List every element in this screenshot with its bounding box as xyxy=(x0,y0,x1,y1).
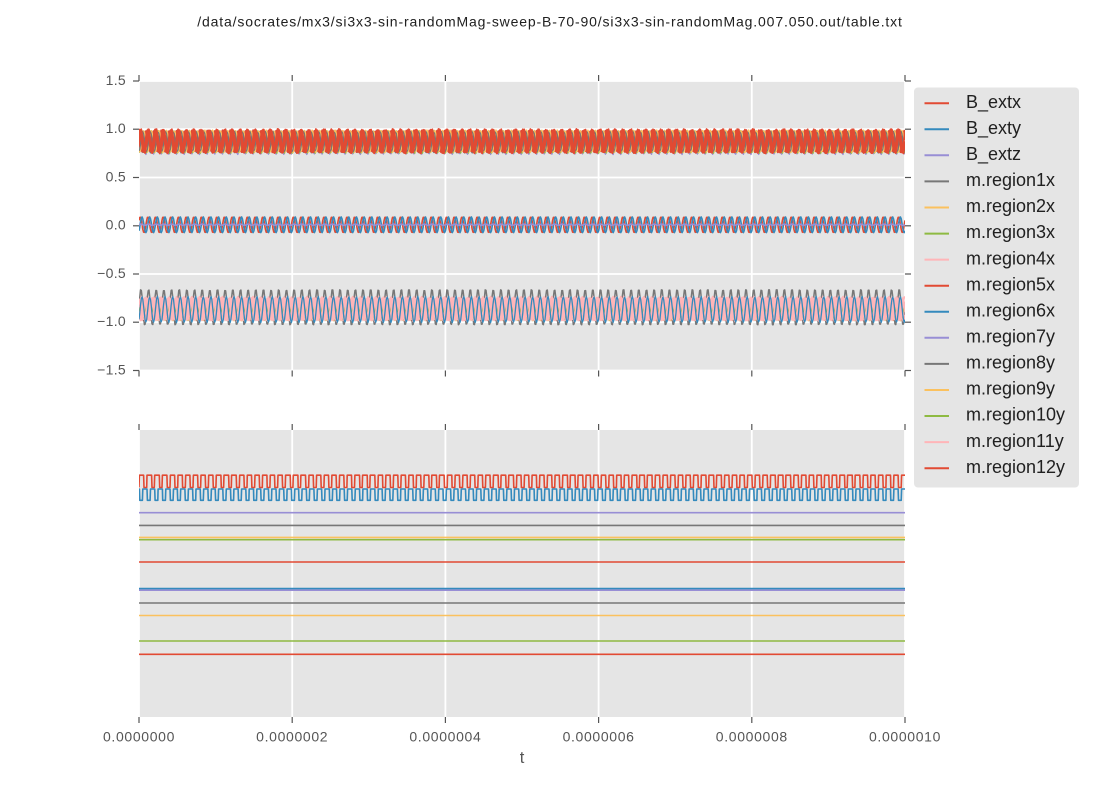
svg-text:m.region6x: m.region6x xyxy=(966,301,1055,321)
svg-text:0.0000004: 0.0000004 xyxy=(409,729,481,745)
svg-text:m.region1x: m.region1x xyxy=(966,170,1055,190)
svg-text:m.region5x: m.region5x xyxy=(966,274,1055,294)
svg-text:/data/socrates/mx3/si3x3-sin-r: /data/socrates/mx3/si3x3-sin-randomMag-s… xyxy=(197,14,903,30)
svg-text:0.0: 0.0 xyxy=(106,217,126,233)
svg-text:0.0000002: 0.0000002 xyxy=(256,729,328,745)
svg-text:m.region7y: m.region7y xyxy=(966,327,1055,347)
svg-text:−1.5: −1.5 xyxy=(97,361,126,377)
svg-text:m.region3x: m.region3x xyxy=(966,222,1055,242)
svg-text:1.0: 1.0 xyxy=(106,120,126,136)
svg-text:B_extx: B_extx xyxy=(966,92,1021,113)
svg-text:0.5: 0.5 xyxy=(106,168,126,184)
svg-text:1.5: 1.5 xyxy=(106,72,126,88)
svg-text:B_extz: B_extz xyxy=(966,144,1021,165)
svg-text:−1.0: −1.0 xyxy=(97,313,126,329)
svg-text:m.region2x: m.region2x xyxy=(966,196,1055,216)
svg-text:m.region11y: m.region11y xyxy=(966,431,1064,451)
svg-text:m.region10y: m.region10y xyxy=(966,405,1065,425)
svg-text:B_exty: B_exty xyxy=(966,118,1021,139)
svg-text:0.0000010: 0.0000010 xyxy=(869,729,941,745)
svg-text:m.region4x: m.region4x xyxy=(966,248,1055,268)
svg-text:−0.5: −0.5 xyxy=(97,265,126,281)
svg-text:0.0000008: 0.0000008 xyxy=(716,729,788,745)
svg-text:m.region9y: m.region9y xyxy=(966,379,1055,399)
svg-text:m.region8y: m.region8y xyxy=(966,353,1055,373)
svg-text:m.region12y: m.region12y xyxy=(966,457,1065,477)
svg-text:0.0000006: 0.0000006 xyxy=(563,729,635,745)
svg-text:t: t xyxy=(520,749,525,767)
svg-text:0.0000000: 0.0000000 xyxy=(103,729,175,745)
